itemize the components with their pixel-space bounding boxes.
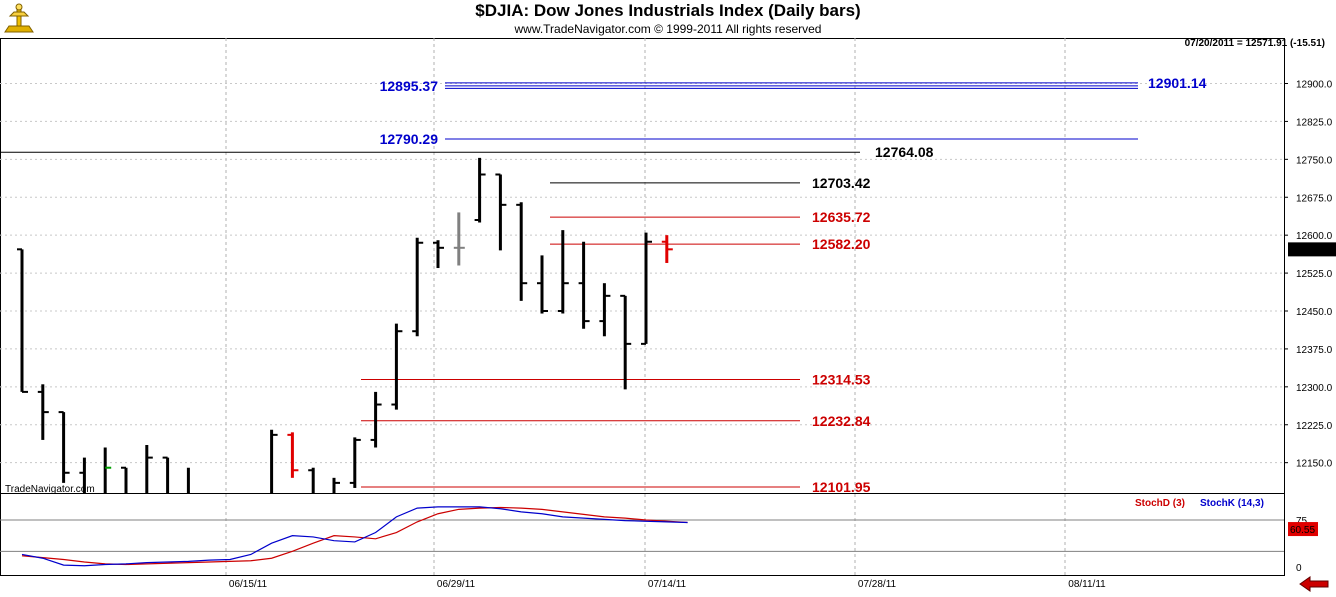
- x-tick-label: 06/29/11: [437, 579, 476, 590]
- ohlc-bar: [287, 432, 299, 478]
- ohlc-bar: [495, 173, 507, 251]
- last-price-label: 12571.91: [1291, 245, 1333, 256]
- x-tick-label: 06/15/11: [229, 579, 268, 590]
- legend-stochd: StochD (3): [1135, 498, 1185, 509]
- ohlc-bar: [162, 456, 170, 493]
- ohlc-bar: [103, 447, 112, 493]
- y-tick-label: 12900.0: [1296, 80, 1333, 91]
- trade-navigator-logo-icon: [4, 3, 34, 33]
- ohlc-bar: [370, 391, 382, 448]
- y-tick-label: 12300.0: [1296, 383, 1333, 394]
- chart-grid: 06/15/11 06/29/11 07/14/11 07/28/11 08/11/11…: [0, 38, 1333, 590]
- level-label: 12901.14: [1148, 75, 1207, 91]
- ohlc-bars: [17, 157, 673, 574]
- y-tick-label: 12600.0: [1296, 231, 1333, 242]
- left-arrow-icon: [1299, 576, 1329, 592]
- y-tick-label: 12675.0: [1296, 193, 1333, 204]
- level-label: 12790.29: [380, 131, 439, 147]
- copyright-text: www.TradeNavigator.com © 1999-2011 All r…: [514, 22, 822, 36]
- x-tick-label: 07/28/11: [858, 579, 897, 590]
- scroll-left-button[interactable]: [1298, 576, 1330, 592]
- chart-header: $DJIA: Dow Jones Industrials Index (Dail…: [0, 0, 1336, 38]
- level-label: 12764.08: [875, 144, 934, 160]
- ohlc-bar: [270, 429, 278, 493]
- ohlc-bar: [453, 212, 465, 266]
- stoch-tick-label: 0: [1296, 563, 1302, 574]
- ohlc-bar: [17, 248, 28, 393]
- ohlc-bar: [145, 444, 153, 493]
- legend-stochk: StochK (14,3): [1200, 498, 1264, 509]
- level-label: 12635.72: [812, 209, 871, 225]
- ohlc-bar: [516, 202, 528, 301]
- ohlc-bar: [661, 235, 673, 263]
- ohlc-bar: [79, 457, 86, 493]
- stoch-tick-label: 75: [1296, 516, 1308, 527]
- y-tick-label: 12225.0: [1296, 421, 1333, 432]
- ohlc-bar: [121, 466, 128, 493]
- ohlc-bar: [474, 157, 486, 223]
- ohlc-bar: [537, 255, 548, 314]
- stochastic-panel: 0 75 StochD (3) StochK (14,3) 60.55: [0, 498, 1318, 574]
- chart-title: $DJIA: Dow Jones Industrials Index (Dail…: [475, 1, 861, 20]
- status-readout: 07/20/2011 = 12571.91 (-15.51): [1185, 38, 1325, 49]
- stoch-series-line: [21, 506, 688, 566]
- y-tick-label: 12750.0: [1296, 155, 1333, 166]
- price-panel: 12895.37 12901.14 12790.29 12764.0812703.42…: [0, 75, 1336, 574]
- ohlc-bar: [641, 232, 652, 345]
- ohlc-bar: [433, 240, 444, 269]
- level-label: 12895.37: [380, 78, 439, 94]
- level-label: 12582.20: [812, 236, 871, 252]
- ohlc-bar: [349, 437, 361, 488]
- ohlc-bar: [37, 384, 49, 440]
- level-label: 12101.95: [812, 479, 871, 495]
- y-tick-label: 12825.0: [1296, 117, 1333, 128]
- ohlc-bar: [412, 237, 424, 337]
- y-tick-label: 12375.0: [1296, 345, 1333, 356]
- x-tick-label: 08/11/11: [1068, 579, 1106, 590]
- y-tick-label: 12150.0: [1296, 459, 1333, 470]
- x-tick-label: 07/14/11: [648, 579, 687, 590]
- ohlc-bar: [332, 477, 340, 493]
- watermark-text: TradeNavigator.com: [5, 484, 95, 495]
- stoch-last-label: 60.55: [1290, 525, 1315, 536]
- y-tick-label: 12525.0: [1296, 269, 1333, 280]
- last-price-box: [1288, 242, 1336, 257]
- stoch-panel-frame: [0, 493, 1285, 576]
- ohlc-bar: [58, 411, 70, 483]
- stoch-series-line: [21, 506, 688, 567]
- ohlc-bar: [186, 467, 190, 493]
- ohlc-bar: [204, 508, 215, 574]
- ohlc-bar: [599, 283, 611, 337]
- stoch-last-box: [1288, 522, 1318, 537]
- ohlc-bar: [578, 241, 590, 329]
- y-tick-label: 12450.0: [1296, 307, 1333, 318]
- ohlc-bar: [620, 294, 632, 390]
- ohlc-bar: [557, 230, 569, 314]
- level-label: 12314.53: [812, 371, 871, 387]
- ohlc-bar: [308, 467, 315, 493]
- ohlc-bar: [391, 323, 403, 410]
- level-label: 12232.84: [812, 413, 871, 429]
- level-label: 12703.42: [812, 175, 871, 191]
